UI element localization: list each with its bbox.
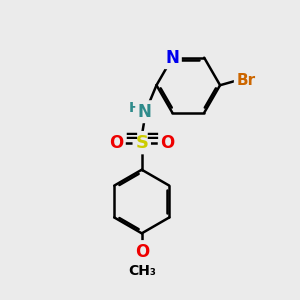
Text: =: = [145, 128, 159, 146]
Text: O: O [160, 134, 175, 152]
Text: O: O [135, 243, 149, 261]
Text: O: O [109, 134, 123, 152]
Text: =: = [125, 128, 139, 146]
Text: H: H [129, 101, 141, 115]
Text: CH₃: CH₃ [128, 264, 156, 278]
Text: N: N [138, 103, 152, 121]
Text: S: S [135, 134, 148, 152]
Text: Br: Br [236, 73, 255, 88]
Text: N: N [165, 49, 179, 67]
